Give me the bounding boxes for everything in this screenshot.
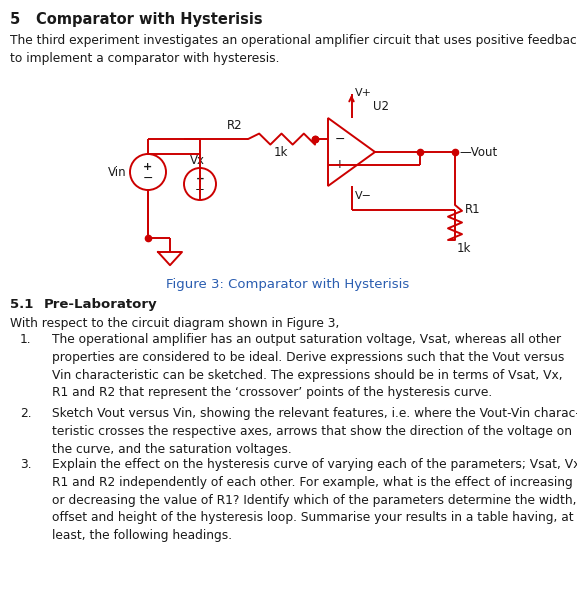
Text: Comparator with Hysterisis: Comparator with Hysterisis: [36, 12, 263, 27]
Text: −: −: [143, 172, 153, 185]
Text: +: +: [196, 174, 204, 184]
Text: 1k: 1k: [274, 145, 288, 159]
Text: Vx: Vx: [189, 154, 204, 167]
Text: 3.: 3.: [20, 458, 32, 471]
Text: Explain the effect on the hysteresis curve of varying each of the parameters; Vs: Explain the effect on the hysteresis cur…: [52, 458, 577, 542]
Text: 5: 5: [10, 12, 20, 27]
Text: R2: R2: [227, 119, 243, 131]
Text: −: −: [335, 133, 346, 145]
Text: 2.: 2.: [20, 407, 32, 420]
Text: With respect to the circuit diagram shown in Figure 3,: With respect to the circuit diagram show…: [10, 317, 339, 330]
Text: U2: U2: [373, 100, 389, 113]
Text: V−: V−: [354, 191, 372, 201]
Text: Figure 3: Comparator with Hysterisis: Figure 3: Comparator with Hysterisis: [166, 278, 410, 291]
Text: R1: R1: [465, 203, 481, 216]
Text: −: −: [195, 183, 205, 197]
Text: Pre-Laboratory: Pre-Laboratory: [44, 298, 158, 311]
Text: —Vout: —Vout: [459, 145, 497, 158]
Text: Sketch Vout versus Vin, showing the relevant features, i.e. where the Vout-Vin c: Sketch Vout versus Vin, showing the rele…: [52, 407, 577, 456]
Text: 5.1: 5.1: [10, 298, 33, 311]
Text: 1k: 1k: [457, 243, 471, 255]
Text: 1.: 1.: [20, 333, 32, 346]
Text: Vin: Vin: [108, 166, 127, 178]
Text: V+: V+: [354, 88, 372, 98]
Text: The third experiment investigates an operational amplifier circuit that uses pos: The third experiment investigates an ope…: [10, 34, 577, 65]
Text: +: +: [335, 158, 345, 172]
Text: +: +: [143, 162, 153, 172]
Text: The operational amplifier has an output saturation voltage, Vsat, whereas all ot: The operational amplifier has an output …: [52, 333, 564, 400]
